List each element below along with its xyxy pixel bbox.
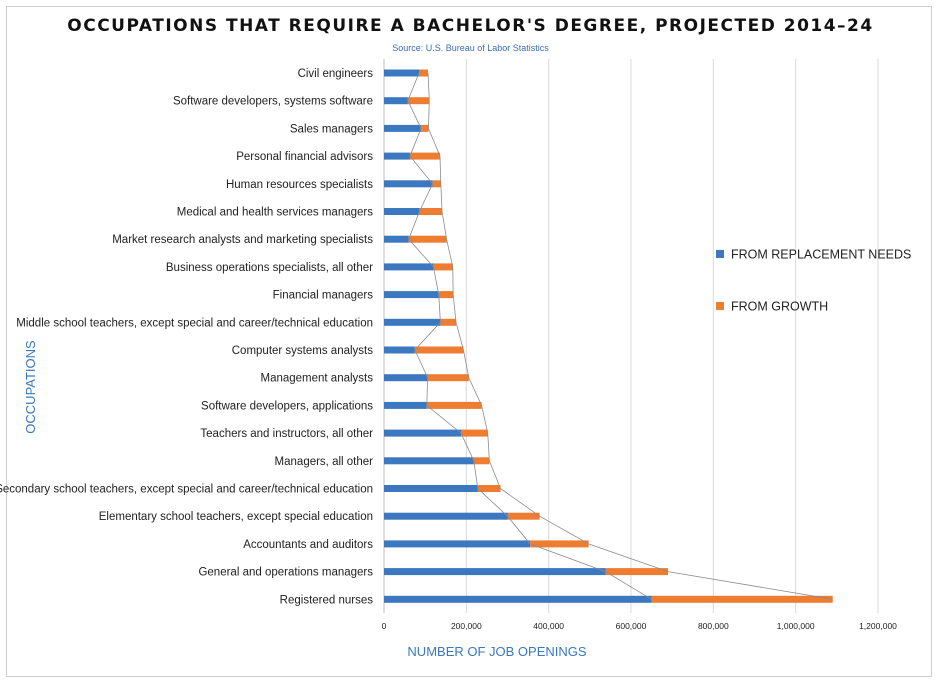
chart-source: Source: U.S. Bureau of Labor Statistics bbox=[392, 43, 549, 53]
x-tick-label: 200,000 bbox=[451, 621, 482, 631]
gridlines bbox=[383, 59, 879, 613]
x-tick-label: 0 bbox=[382, 621, 387, 631]
bar-replacement-needs bbox=[384, 457, 474, 465]
growth-connector bbox=[427, 72, 833, 600]
category-label: Financial managers bbox=[273, 290, 374, 302]
bar-replacement-needs bbox=[384, 97, 408, 105]
bar-growth bbox=[426, 401, 482, 409]
category-label: Elementary school teachers, except speci… bbox=[99, 511, 373, 523]
category-label: Market research analysts and marketing s… bbox=[112, 234, 373, 246]
chart-title: OCCUPATIONS THAT REQUIRE A BACHELOR'S DE… bbox=[67, 16, 874, 36]
category-label: Teachers and instructors, all other bbox=[200, 428, 373, 440]
bar-growth bbox=[409, 152, 440, 160]
bar-growth bbox=[605, 568, 669, 576]
legend-swatch bbox=[716, 250, 724, 258]
trend-lines bbox=[407, 72, 833, 600]
bar-growth bbox=[477, 485, 501, 492]
bar-growth bbox=[418, 69, 429, 77]
category-labels: Civil engineers Software developers, syst… bbox=[0, 68, 373, 606]
category-label: Secondary school teachers, except specia… bbox=[0, 484, 373, 496]
bar-growth bbox=[433, 263, 453, 271]
bar-growth bbox=[414, 346, 464, 354]
bar-replacement-needs bbox=[384, 374, 428, 382]
replacement-needs-connector bbox=[407, 72, 652, 600]
category-label: General and operations managers bbox=[198, 567, 373, 579]
bars bbox=[384, 69, 833, 603]
bar-growth bbox=[460, 429, 488, 437]
bar-replacement-needs bbox=[384, 401, 427, 409]
bar-replacement-needs bbox=[384, 568, 606, 576]
x-tick-label: 400,000 bbox=[533, 621, 564, 631]
bar-growth bbox=[440, 318, 457, 326]
bar-growth bbox=[473, 457, 490, 465]
bar-replacement-needs bbox=[384, 263, 434, 271]
x-tick-label: 1,200,000 bbox=[859, 621, 897, 631]
bar-replacement-needs bbox=[384, 69, 419, 77]
legend-label: FROM GROWTH bbox=[731, 300, 828, 314]
legend: FROM REPLACEMENT NEEDS FROM GROWTH bbox=[716, 248, 911, 314]
legend-label: FROM REPLACEMENT NEEDS bbox=[731, 248, 911, 262]
bar-growth bbox=[438, 291, 454, 299]
category-label: Management analysts bbox=[260, 373, 373, 385]
bar-growth bbox=[651, 595, 833, 603]
category-label: Middle school teachers, except special a… bbox=[16, 317, 373, 329]
bar-replacement-needs bbox=[384, 180, 433, 188]
category-label: Personal financial advisors bbox=[236, 151, 373, 163]
bar-replacement-needs bbox=[384, 152, 410, 160]
category-label: Sales managers bbox=[290, 123, 373, 135]
y-axis-title: OCCUPATIONS bbox=[23, 340, 38, 434]
bar-replacement-needs bbox=[384, 208, 420, 215]
chart-frame bbox=[6, 6, 932, 677]
category-label: Business operations specialists, all oth… bbox=[166, 262, 373, 274]
category-label: Software developers, applications bbox=[201, 400, 373, 412]
bar-growth bbox=[407, 97, 430, 105]
bar-growth bbox=[427, 374, 469, 382]
bar-growth bbox=[530, 540, 589, 548]
x-tick-labels: 0 200,000 400,000 600,000 800,000 1,000,000 1,… bbox=[382, 621, 898, 631]
category-label: Human resources specialists bbox=[226, 179, 373, 191]
bar-growth bbox=[408, 235, 447, 243]
category-label: Computer systems analysts bbox=[232, 345, 373, 357]
bar-replacement-needs bbox=[384, 485, 478, 492]
category-label: Registered nurses bbox=[280, 594, 374, 606]
x-tick-label: 1,000,000 bbox=[777, 621, 815, 631]
x-axis-title: NUMBER OF JOB OPENINGS bbox=[407, 644, 586, 659]
bar-replacement-needs bbox=[384, 124, 422, 132]
bar-growth bbox=[507, 512, 540, 520]
x-tick-label: 600,000 bbox=[616, 621, 647, 631]
legend-swatch bbox=[716, 302, 724, 310]
x-tick-label: 800,000 bbox=[698, 621, 729, 631]
bar-replacement-needs bbox=[384, 346, 415, 354]
bar-growth bbox=[421, 124, 429, 132]
bar-replacement-needs bbox=[384, 318, 441, 326]
category-label: Software developers, systems software bbox=[173, 96, 373, 108]
category-label: Accountants and auditors bbox=[243, 539, 373, 551]
category-label: Medical and health services managers bbox=[177, 207, 373, 219]
bar-replacement-needs bbox=[384, 291, 439, 299]
bar-replacement-needs bbox=[384, 512, 508, 520]
bar-replacement-needs bbox=[384, 540, 531, 548]
bar-replacement-needs bbox=[384, 595, 652, 603]
bar-replacement-needs bbox=[384, 429, 461, 437]
bar-replacement-needs bbox=[384, 235, 409, 243]
category-label: Managers, all other bbox=[275, 456, 374, 468]
category-label: Civil engineers bbox=[298, 68, 374, 80]
bar-growth bbox=[432, 180, 441, 188]
bar-growth bbox=[419, 208, 443, 215]
